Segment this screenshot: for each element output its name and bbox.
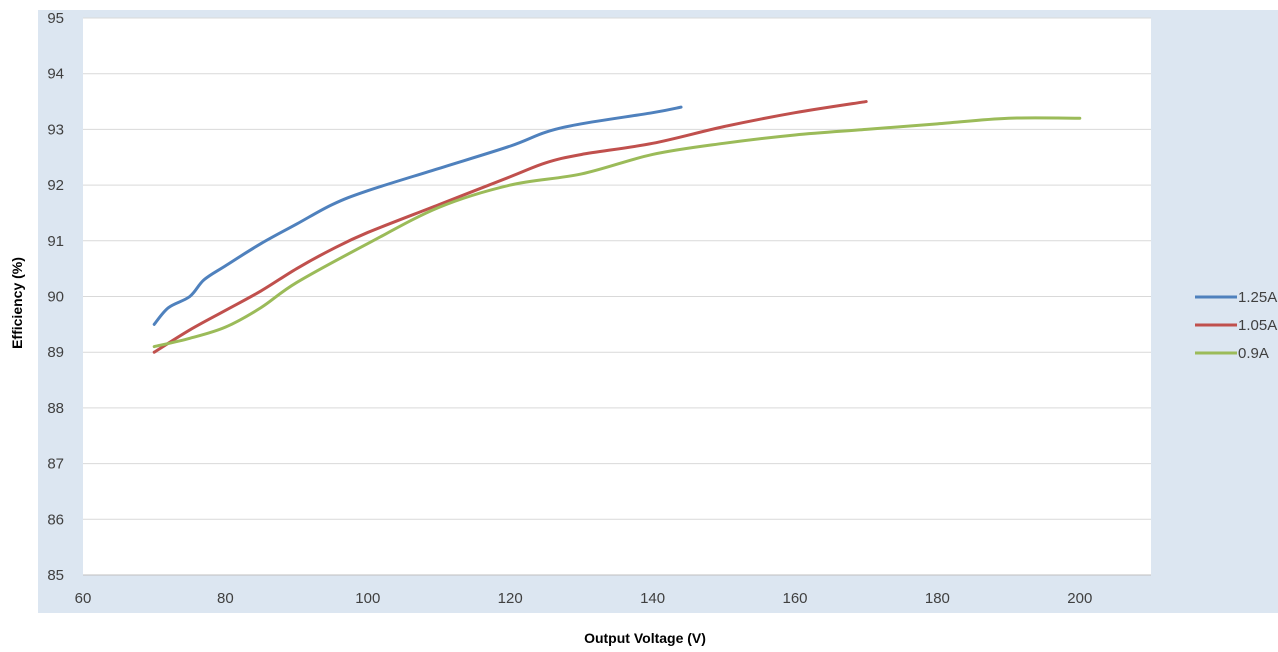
y-tick-label: 94 — [47, 66, 64, 83]
x-tick-label: 140 — [640, 590, 665, 607]
y-tick-label: 89 — [47, 344, 64, 361]
y-axis-ticks: 85 86 87 88 89 90 91 92 93 94 95 — [47, 10, 64, 584]
x-tick-label: 180 — [925, 590, 950, 607]
legend: 1.25A 1.05A 0.9A — [1195, 289, 1277, 362]
y-tick-label: 90 — [47, 289, 64, 306]
x-tick-label: 100 — [355, 590, 380, 607]
x-tick-label: 200 — [1067, 590, 1092, 607]
series-line-1-05a — [152, 100, 868, 354]
y-tick-label: 86 — [47, 511, 64, 528]
y-tick-label: 92 — [47, 177, 64, 194]
x-tick-label: 120 — [498, 590, 523, 607]
x-axis-ticks: 60 80 100 120 140 160 180 200 — [75, 590, 1093, 607]
x-tick-label: 60 — [75, 590, 92, 607]
y-tick-label: 85 — [47, 567, 64, 584]
legend-label-1-05a: 1.05A — [1238, 317, 1277, 334]
series-line-0-9a — [152, 116, 1082, 349]
series-lines — [152, 100, 1082, 354]
gridlines — [83, 17, 1151, 576]
x-tick-label: 80 — [217, 590, 234, 607]
y-tick-label: 87 — [47, 456, 64, 473]
x-axis-title: Output Voltage (V) — [584, 630, 706, 646]
y-tick-label: 95 — [47, 10, 64, 27]
y-axis-title: Efficiency (%) — [9, 257, 25, 349]
series-line-1-25a — [152, 105, 683, 326]
y-tick-label: 88 — [47, 400, 64, 417]
y-tick-label: 93 — [47, 121, 64, 138]
legend-label-1-25a: 1.25A — [1238, 289, 1277, 306]
legend-label-0-9a: 0.9A — [1238, 345, 1269, 362]
y-tick-label: 91 — [47, 233, 64, 250]
x-tick-label: 160 — [782, 590, 807, 607]
